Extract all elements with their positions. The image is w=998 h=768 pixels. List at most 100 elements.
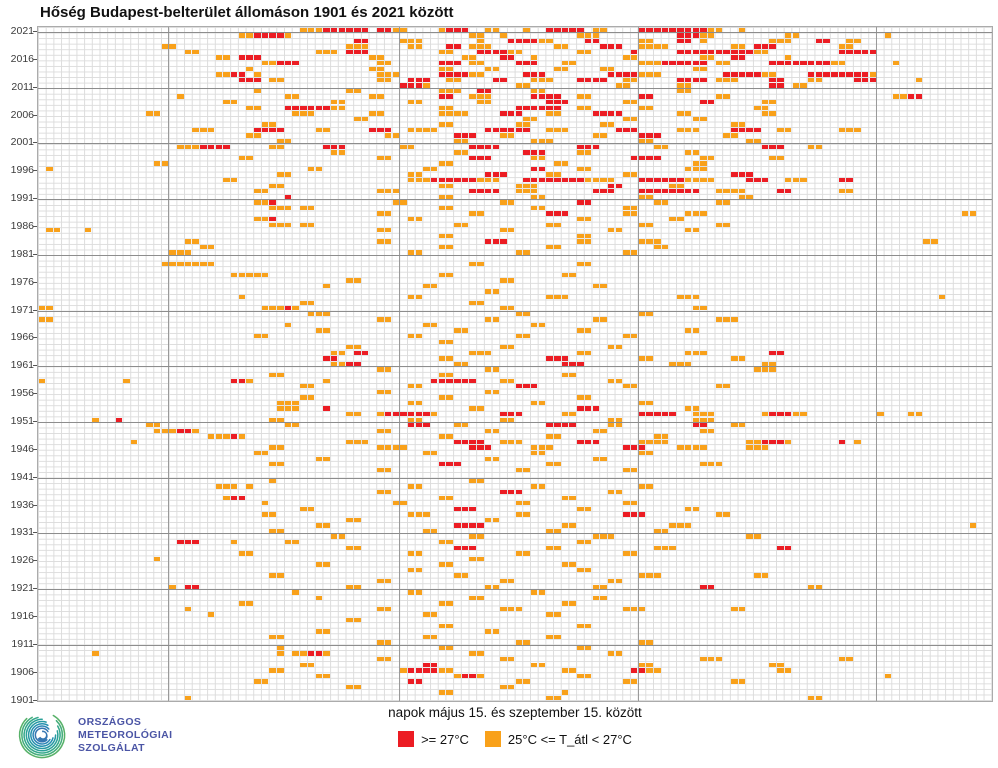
heatmap-cell	[677, 38, 684, 44]
heatmap-cell	[700, 100, 707, 105]
heatmap-cell	[492, 172, 499, 177]
heatmap-cell	[369, 55, 376, 60]
heatmap-cell	[430, 634, 438, 640]
heatmap-cell	[215, 434, 223, 439]
heatmap-cell	[577, 361, 584, 367]
heatmap-cell	[623, 205, 630, 211]
heatmap-cell	[477, 61, 484, 66]
heatmap-cell	[546, 38, 553, 44]
heatmap-cell	[261, 306, 269, 311]
heatmap-cell	[546, 111, 553, 116]
heatmap-cell	[684, 33, 692, 38]
heatmap-cell	[438, 690, 446, 695]
heatmap-cell	[592, 189, 600, 194]
heatmap-cell	[700, 445, 707, 450]
heatmap-cell	[461, 506, 469, 511]
heatmap-cell	[561, 211, 569, 216]
heatmap-cell	[430, 283, 438, 289]
heatmap-cell	[684, 150, 692, 155]
heatmap-cell	[684, 83, 692, 88]
heatmap-cell	[638, 450, 646, 456]
heatmap-cell	[461, 133, 469, 138]
heatmap-cell	[484, 172, 492, 177]
heatmap-cell	[746, 194, 753, 200]
heatmap-cell	[200, 261, 207, 266]
heatmap-cell	[492, 456, 499, 461]
heatmap-cell	[700, 61, 707, 66]
heatmap-cell	[923, 239, 930, 244]
heatmap-cell	[577, 77, 584, 83]
heatmap-cell	[407, 250, 415, 255]
heatmap-cell	[677, 216, 684, 222]
heatmap-cell	[184, 696, 192, 701]
heatmap-cell	[631, 211, 638, 216]
heatmap-cell	[915, 411, 923, 417]
heatmap-cell	[769, 439, 776, 445]
heatmap-cell	[469, 133, 476, 138]
heatmap-cell	[731, 423, 738, 428]
heatmap-cell	[377, 640, 384, 645]
heatmap-cell	[92, 651, 99, 656]
heatmap-cell	[484, 27, 492, 32]
heatmap-cell	[523, 679, 530, 684]
heatmap-cell	[430, 662, 438, 667]
heatmap-cell	[430, 322, 438, 328]
heatmap-cell	[323, 673, 330, 679]
heatmap-cell	[854, 38, 861, 44]
heatmap-cell	[446, 690, 453, 695]
heatmap-cell	[330, 105, 338, 110]
heatmap-cell	[477, 673, 484, 679]
heatmap-cell	[430, 378, 438, 383]
heatmap-cell	[477, 300, 484, 305]
heatmap-cell	[354, 44, 361, 49]
heatmap-cell	[669, 216, 676, 222]
heatmap-cell	[546, 612, 553, 617]
heatmap-cell	[469, 155, 476, 161]
heatmap-cell	[323, 356, 330, 361]
heatmap-cell	[269, 634, 276, 640]
chart-title: Hőség Budapest-belterület állomáson 1901…	[40, 4, 454, 21]
heatmap-cell	[638, 668, 646, 673]
heatmap-cell	[554, 27, 561, 32]
heatmap-cell	[361, 38, 369, 44]
heatmap-cell	[546, 462, 553, 467]
heatmap-cell	[154, 161, 161, 166]
heatmap-cell	[631, 172, 638, 177]
heatmap-cell	[769, 155, 776, 161]
heatmap-cell	[407, 144, 415, 149]
heatmap-cell	[377, 467, 384, 472]
heatmap-cell	[338, 350, 346, 356]
heatmap-cell	[477, 556, 484, 562]
heatmap-cell	[615, 423, 623, 428]
heatmap-cell	[654, 27, 661, 32]
heatmap-cell	[269, 216, 276, 222]
heatmap-cell	[584, 439, 592, 445]
heatmap-cell	[223, 495, 230, 500]
heatmap-cell	[277, 306, 284, 311]
heatmap-cell	[446, 44, 453, 49]
heatmap-cell	[477, 144, 484, 149]
heatmap-cell	[623, 77, 630, 83]
heatmap-cell	[592, 144, 600, 149]
heatmap-cell	[615, 345, 623, 350]
heatmap-cell	[446, 88, 453, 94]
heatmap-cell	[246, 77, 253, 83]
heatmap-cell	[692, 506, 700, 511]
heatmap-cell	[684, 38, 692, 44]
heatmap-cell	[415, 172, 423, 177]
heatmap-cell	[177, 250, 184, 255]
heatmap-cell	[661, 411, 669, 417]
heatmap-cell	[692, 228, 700, 233]
heatmap-cell	[707, 411, 715, 417]
heatmap-cell	[454, 673, 461, 679]
heatmap-cell	[615, 72, 623, 77]
heatmap-cell	[446, 66, 453, 71]
heatmap-cell	[746, 445, 753, 450]
heatmap-cell	[530, 590, 538, 595]
heatmap-cell	[638, 189, 646, 194]
heatmap-cell	[777, 61, 784, 66]
heatmap-cell	[638, 194, 646, 200]
y-axis-tick	[33, 31, 37, 33]
y-axis-tick	[33, 281, 37, 283]
heatmap-cell	[292, 61, 299, 66]
